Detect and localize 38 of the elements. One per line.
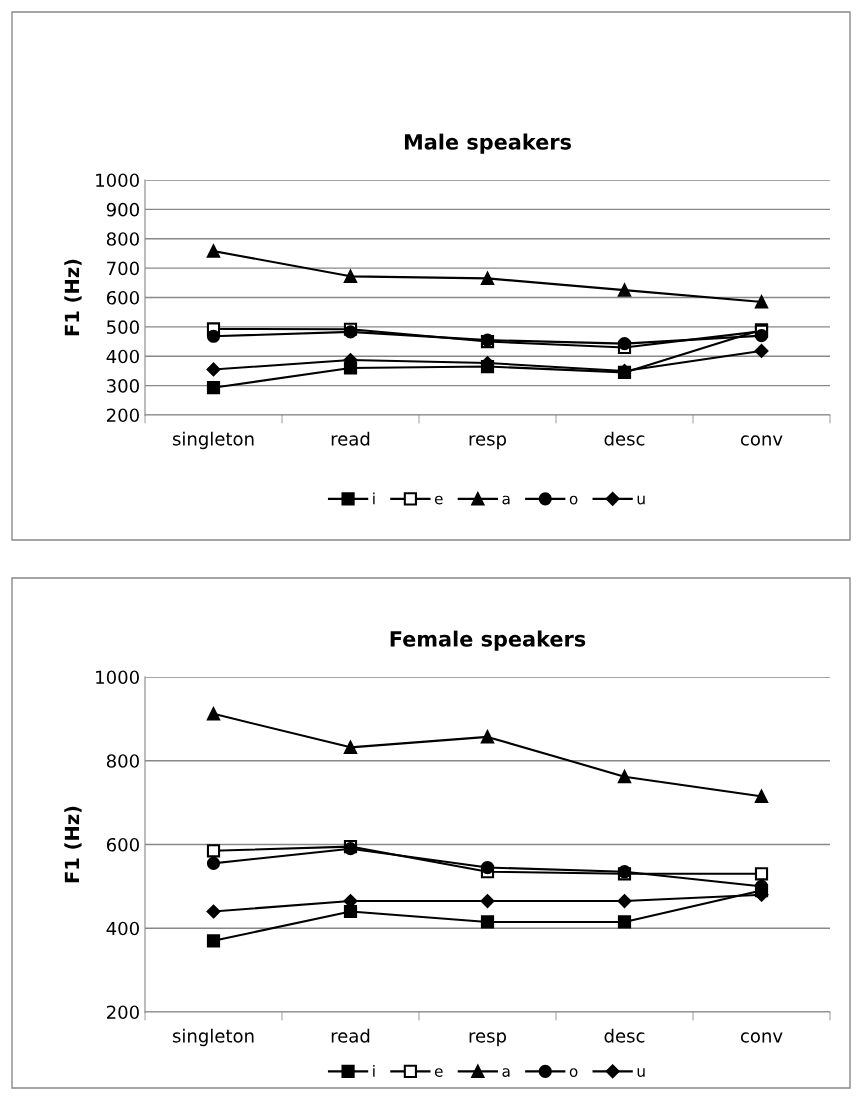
y-tick-label: 400: [106, 921, 139, 936]
x-tick-label: conv: [740, 435, 783, 446]
x-tick-label: conv: [740, 1032, 783, 1043]
legend-label: i: [373, 492, 375, 505]
y-tick-label: 400: [106, 349, 139, 364]
x-tick-label: desc: [604, 431, 645, 446]
y-tick-label: 500: [107, 320, 139, 334]
x-tick-label: singleton: [172, 1028, 254, 1047]
legend-label: a: [502, 495, 510, 505]
y-tick-label: 800: [106, 232, 139, 246]
y-tick-label: 600: [106, 290, 139, 305]
legend-label: e: [434, 495, 443, 505]
legend-label: u: [637, 495, 645, 505]
legend-label: o: [569, 495, 578, 505]
chart-title: Male speakers: [404, 133, 571, 154]
y-tick-label: 1000: [96, 173, 139, 188]
y-tick-label: 700: [107, 261, 139, 276]
y-tick-label: 200: [107, 408, 139, 423]
x-tick-label: resp: [469, 435, 507, 450]
legend-label: u: [637, 1068, 645, 1077]
legend-label: e: [434, 1068, 443, 1077]
y-tick-label: 600: [106, 837, 139, 852]
legend-label: i: [373, 1065, 375, 1077]
y-tick-label: 300: [107, 379, 139, 393]
x-tick-label: resp: [469, 1032, 507, 1047]
y-tick-label: 800: [106, 754, 139, 768]
y-tick-label: 1000: [96, 670, 139, 685]
y-tick-label: 200: [107, 1005, 139, 1020]
x-tick-label: read: [331, 431, 370, 446]
x-tick-label: read: [331, 1028, 370, 1043]
legend-label: o: [569, 1068, 578, 1077]
x-tick-label: desc: [604, 1028, 645, 1043]
x-tick-label: singleton: [172, 431, 254, 450]
y-tick-label: 900: [106, 202, 139, 217]
y-axis-title: F1 (Hz): [64, 806, 82, 883]
chart-title: Female speakers: [390, 630, 586, 651]
y-axis-title: F1 (Hz): [64, 259, 82, 336]
legend-label: a: [502, 1068, 510, 1077]
